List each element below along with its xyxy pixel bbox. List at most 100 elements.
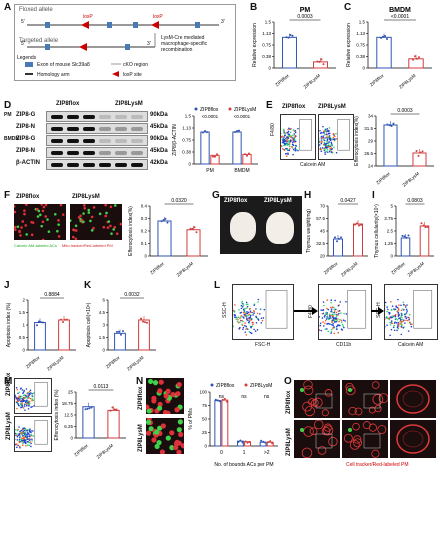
blot-row: ZIP8-N 45kDa <box>4 146 174 158</box>
flow-event <box>394 315 397 318</box>
data-point <box>386 38 388 41</box>
pm-cell <box>74 237 78 240</box>
flow-event <box>244 331 247 333</box>
flow-event <box>326 151 329 153</box>
n-group-flox: ZIP8flox <box>138 386 144 410</box>
flow-event <box>292 153 294 156</box>
data-point <box>60 318 62 321</box>
data-point <box>360 223 362 226</box>
ac-cell <box>16 225 20 229</box>
flow-event <box>328 313 331 315</box>
y-axis-label: Apoptosis index (%) <box>6 302 12 347</box>
y-tick-label: 4.5 <box>99 310 106 315</box>
blot-band <box>51 139 63 143</box>
flow-event <box>338 312 340 315</box>
x-tick-label: >2 <box>264 450 270 456</box>
flow-event <box>28 444 31 447</box>
pm-cell <box>146 404 150 410</box>
blot-strip <box>46 111 148 122</box>
flow-event <box>260 317 263 319</box>
flow-event <box>323 139 326 142</box>
flow-event <box>392 316 395 318</box>
flow-event <box>330 317 332 320</box>
flow-event <box>400 320 403 323</box>
data-point <box>191 227 194 230</box>
flow-event <box>335 151 338 154</box>
micrograph-f2 <box>70 204 122 240</box>
flow-event <box>30 406 32 408</box>
three-prime-1: 3' <box>221 19 225 25</box>
flow-event <box>16 446 18 449</box>
flow-event <box>248 316 251 319</box>
flow-event <box>255 308 257 310</box>
flow-event <box>28 429 31 432</box>
flow-event <box>249 311 252 314</box>
ac-cell <box>112 228 116 231</box>
data-point <box>316 60 319 63</box>
flow-event <box>16 443 18 446</box>
flow-event <box>26 436 29 438</box>
micrograph-n1 <box>146 378 184 414</box>
pm-cell <box>178 431 184 438</box>
bar <box>353 223 363 257</box>
y-tick-label: 1.5 <box>19 310 26 315</box>
flow-event <box>20 429 23 432</box>
cell-membrane <box>371 381 380 389</box>
flow-event <box>332 313 334 316</box>
bar <box>242 153 252 165</box>
legend-flox: ZIP8flox <box>200 107 219 113</box>
flow-event <box>388 317 391 319</box>
y-tick-label: 0 <box>22 348 25 353</box>
data-point <box>260 439 263 442</box>
blot-band <box>99 139 111 143</box>
blot-band <box>67 115 79 119</box>
flow-event <box>327 137 330 139</box>
flow-event <box>295 144 297 147</box>
flow-event <box>246 305 249 308</box>
flow-event <box>23 441 25 444</box>
cell-membrane <box>343 433 353 443</box>
panel-a-label: A <box>4 2 12 13</box>
y-tick-label: 1 <box>22 323 25 328</box>
flow-event <box>24 401 27 403</box>
flow-event <box>410 323 413 326</box>
cell-membrane <box>321 426 331 436</box>
flow-event <box>330 299 333 302</box>
flow-event <box>30 430 32 432</box>
flow-event <box>335 328 338 330</box>
bar <box>244 441 251 447</box>
x-tick-label: ZIP8flox <box>323 260 339 275</box>
flow-event <box>245 325 248 328</box>
blot-row: PM ZIP8-G 90kDa <box>4 110 174 122</box>
flow-event <box>252 323 254 325</box>
l-ax1x: FSC-H <box>255 342 271 348</box>
pm-cell <box>106 226 110 229</box>
y-tick-label: 3 <box>102 323 105 328</box>
flow-event <box>292 141 294 144</box>
pm-cell <box>83 207 87 210</box>
flow-event <box>289 139 292 141</box>
flow-event <box>25 395 28 398</box>
ac-cell <box>57 223 60 226</box>
flow-event <box>21 404 24 406</box>
flow-event <box>244 311 246 314</box>
x-tick-label: ZIP8flox <box>25 354 41 369</box>
flow-event <box>406 310 408 312</box>
pm-cell <box>180 443 184 449</box>
flow-event <box>323 134 326 136</box>
flow-event <box>16 429 19 432</box>
x-tick-label: ZIP8flox <box>149 260 165 275</box>
legend-loxp-site: loxP site <box>123 72 142 78</box>
panel-h-label: H <box>304 190 312 201</box>
flow-event <box>33 392 35 394</box>
flow-event <box>242 320 244 323</box>
flow-event <box>389 334 391 337</box>
flow-event <box>239 317 241 320</box>
cell-membrane <box>349 439 360 450</box>
flow-event <box>244 312 247 315</box>
pm-cell <box>157 388 163 394</box>
y-axis-label: Thymus weight(mg) <box>306 209 312 253</box>
flow-event <box>247 314 250 317</box>
data-point <box>421 150 424 153</box>
flow-event <box>407 330 410 332</box>
